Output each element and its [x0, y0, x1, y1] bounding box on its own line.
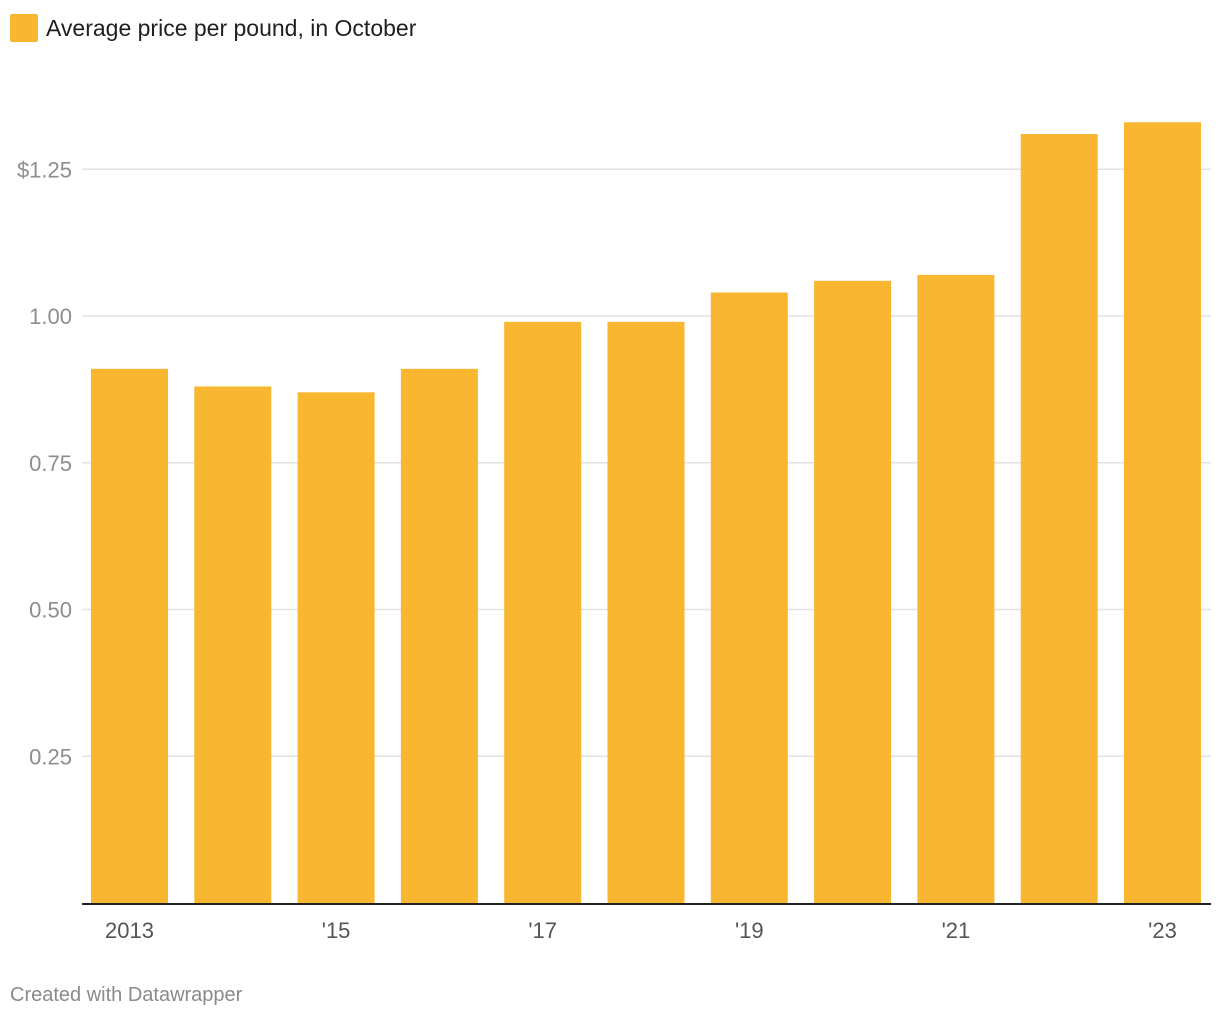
y-tick-label: 0.75	[29, 451, 72, 476]
x-tick-label: '15	[322, 918, 351, 943]
x-tick-label: '21	[942, 918, 971, 943]
x-tick-label: '19	[735, 918, 764, 943]
bar-19	[710, 292, 788, 903]
bar-2013	[91, 368, 168, 904]
legend-label: Average price per pound, in October	[46, 14, 417, 41]
bar-20	[814, 280, 892, 903]
bar-18	[607, 321, 685, 903]
x-tick-label: '17	[528, 918, 557, 943]
bar-16	[400, 368, 478, 904]
x-tick-label: 2013	[105, 918, 154, 943]
y-tick-label: 0.25	[29, 744, 72, 769]
bar-23	[1124, 122, 1201, 904]
y-axis-tick-labels: 0.25 0.50 0.75 1.00 $1.25	[17, 157, 72, 769]
y-tick-label: 0.50	[29, 598, 72, 623]
bar-15	[297, 392, 375, 903]
bar-22	[1020, 134, 1098, 903]
bars	[91, 122, 1201, 904]
y-tick-label: 1.00	[29, 304, 72, 329]
legend: Average price per pound, in October	[10, 14, 416, 42]
x-axis-tick-labels: 2013 '15 '17 '19 '21 '23	[105, 918, 1177, 943]
footer-credit: Created with Datawrapper	[10, 984, 243, 1006]
y-tick-label: $1.25	[17, 157, 72, 182]
bar-14	[194, 386, 272, 903]
bar-21	[917, 274, 995, 903]
x-tick-label: '23	[1148, 918, 1177, 943]
bar-17	[504, 321, 582, 903]
legend-swatch	[10, 14, 38, 42]
